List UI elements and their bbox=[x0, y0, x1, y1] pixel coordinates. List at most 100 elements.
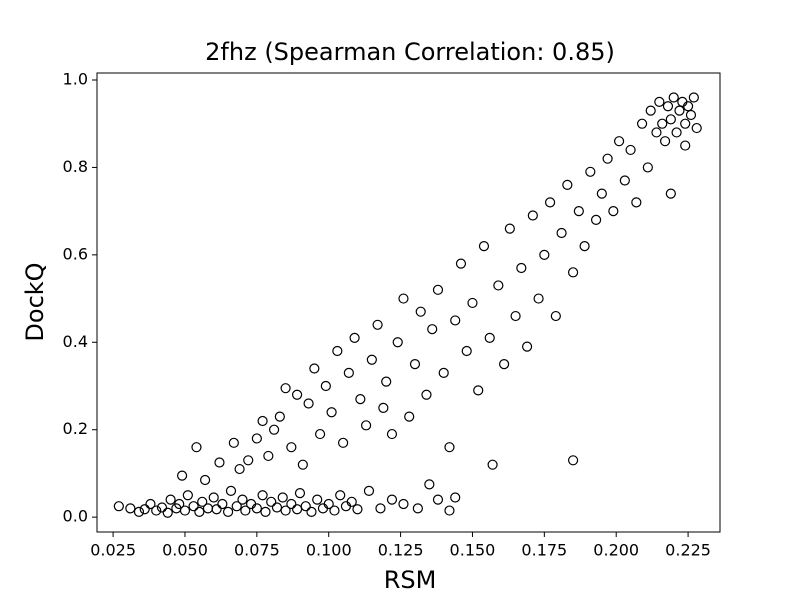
point bbox=[214, 457, 225, 468]
point bbox=[266, 496, 277, 507]
point bbox=[217, 498, 228, 510]
point bbox=[237, 494, 248, 505]
point bbox=[665, 188, 676, 199]
point bbox=[145, 498, 156, 510]
point bbox=[625, 144, 636, 156]
point bbox=[320, 380, 331, 392]
point bbox=[329, 505, 340, 516]
point bbox=[165, 494, 176, 505]
point bbox=[562, 179, 573, 191]
point bbox=[257, 415, 268, 427]
point bbox=[360, 420, 372, 431]
point bbox=[688, 92, 699, 103]
point bbox=[199, 474, 211, 486]
point bbox=[392, 337, 403, 348]
plot-frame bbox=[96, 72, 721, 533]
point bbox=[487, 459, 498, 470]
x-tick-label: 0.050 bbox=[162, 541, 208, 560]
point bbox=[228, 437, 239, 448]
point bbox=[504, 223, 515, 234]
point bbox=[579, 241, 590, 252]
point bbox=[590, 214, 602, 225]
y-tick-label: 0.0 bbox=[63, 507, 88, 526]
point bbox=[268, 424, 280, 435]
y-tick-label: 0.6 bbox=[63, 244, 88, 263]
point bbox=[222, 506, 234, 517]
point bbox=[243, 455, 254, 466]
point bbox=[567, 455, 579, 466]
y-tick-label: 0.4 bbox=[63, 332, 88, 351]
point bbox=[631, 197, 642, 208]
point bbox=[613, 136, 625, 147]
point bbox=[312, 494, 323, 505]
point bbox=[332, 345, 343, 357]
point bbox=[251, 503, 262, 514]
point bbox=[162, 507, 173, 518]
point bbox=[113, 501, 124, 512]
point bbox=[680, 140, 691, 151]
point bbox=[398, 293, 409, 304]
point bbox=[450, 492, 461, 503]
point bbox=[208, 492, 219, 503]
point bbox=[337, 437, 349, 448]
point bbox=[450, 315, 461, 326]
point bbox=[539, 249, 550, 260]
point bbox=[680, 118, 691, 129]
x-tick-label: 0.150 bbox=[450, 541, 496, 560]
point bbox=[645, 105, 656, 116]
x-tick-label: 0.100 bbox=[306, 541, 352, 560]
point bbox=[444, 442, 455, 453]
point bbox=[257, 490, 268, 501]
point bbox=[286, 442, 297, 453]
point bbox=[556, 227, 567, 239]
point bbox=[291, 389, 303, 400]
point bbox=[642, 162, 653, 173]
point bbox=[366, 354, 377, 365]
chart-title: 2fhz (Spearman Correlation: 0.85) bbox=[205, 38, 615, 66]
point bbox=[651, 127, 662, 138]
point bbox=[691, 122, 702, 134]
point bbox=[386, 494, 398, 505]
point bbox=[585, 166, 596, 177]
x-tick-label: 0.025 bbox=[90, 541, 136, 560]
point bbox=[378, 402, 389, 413]
point bbox=[335, 490, 346, 501]
point bbox=[274, 411, 285, 422]
point bbox=[412, 503, 423, 514]
point bbox=[685, 109, 697, 121]
point bbox=[176, 470, 188, 481]
point bbox=[372, 319, 383, 330]
point bbox=[326, 407, 337, 418]
point bbox=[156, 502, 168, 513]
point bbox=[139, 504, 150, 515]
point bbox=[636, 118, 648, 129]
point bbox=[444, 505, 455, 516]
y-tick-label: 0.8 bbox=[63, 157, 88, 176]
point bbox=[297, 459, 308, 470]
point bbox=[309, 363, 320, 374]
y-axis-label: DockQ bbox=[21, 262, 49, 341]
point bbox=[421, 389, 432, 400]
point bbox=[467, 297, 478, 309]
x-tick-label: 0.200 bbox=[593, 541, 639, 560]
point bbox=[191, 442, 202, 453]
point bbox=[473, 385, 484, 396]
point bbox=[263, 450, 274, 462]
point bbox=[271, 502, 283, 513]
y-tick-label: 1.0 bbox=[63, 69, 88, 88]
point bbox=[533, 293, 544, 304]
point bbox=[291, 504, 303, 515]
point bbox=[197, 496, 208, 507]
point bbox=[386, 428, 398, 440]
point bbox=[211, 504, 222, 515]
point bbox=[409, 359, 421, 370]
point bbox=[596, 188, 607, 199]
y-tick-label: 0.2 bbox=[63, 419, 88, 438]
point bbox=[323, 498, 334, 510]
point bbox=[182, 490, 193, 501]
point bbox=[659, 136, 671, 147]
point bbox=[306, 506, 317, 517]
point bbox=[231, 501, 242, 512]
point bbox=[602, 153, 613, 164]
point bbox=[355, 394, 366, 405]
